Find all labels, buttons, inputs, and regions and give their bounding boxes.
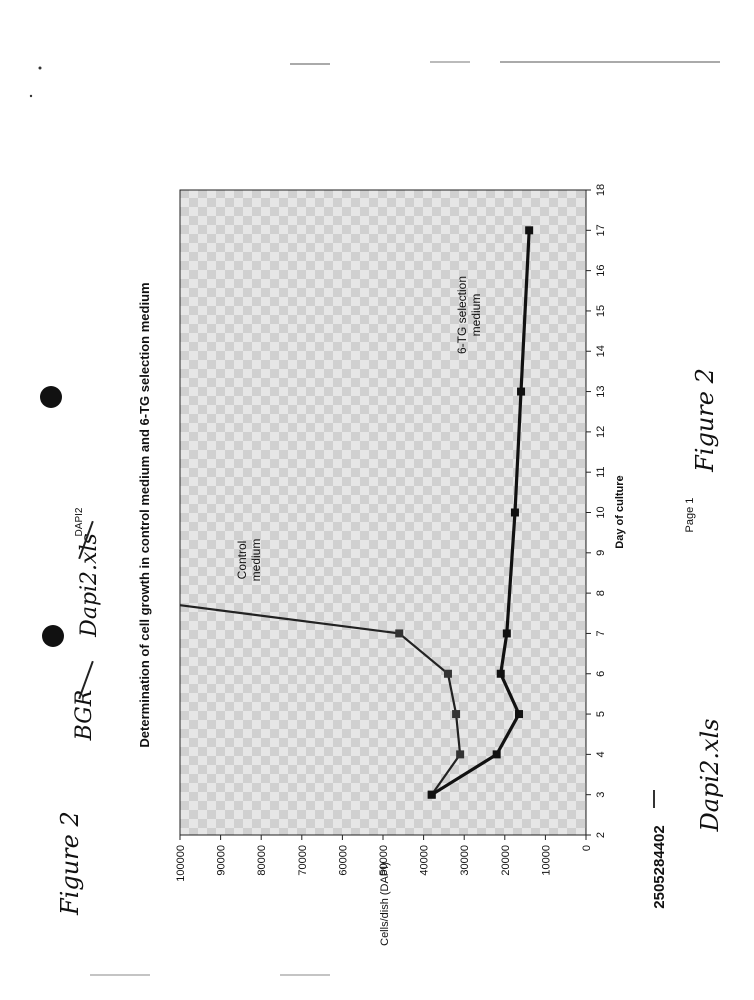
x-tick-label: 12 [595,426,607,438]
top-dot [40,386,62,408]
y-axis-label: Cells/dish (DAPI) [379,862,391,946]
data-point [427,790,436,799]
x-tick-label: 4 [595,751,607,757]
data-point [456,750,465,759]
data-point [502,629,511,638]
y-tick-label: 100000 [175,845,187,882]
data-point [492,750,501,759]
x-tick-label: 17 [595,224,607,236]
x-tick-label: 10 [595,506,607,518]
x-tick-label: 9 [595,550,607,556]
x-axis-label: Day of culture [614,475,626,549]
data-point [515,710,524,719]
x-tick-label: 13 [595,385,607,397]
x-tick-label: 8 [595,590,607,596]
x-tick-label: 14 [595,345,607,357]
data-point [452,710,461,719]
y-tick-label: 10000 [540,845,552,876]
x-tick-label: 2 [595,832,607,838]
data-point [517,387,526,396]
page-label: Page 1 [684,497,696,533]
y-tick-label: 30000 [459,845,471,876]
y-tick-label: 50000 [378,845,390,876]
x-tick-label: 5 [595,711,607,717]
document-number: 2505284402 [651,825,668,909]
data-point [443,669,452,678]
x-tick-label: 18 [595,184,607,196]
data-point [510,508,519,517]
filled-dot [42,625,64,647]
handwritten-figure-label-right: Figure 2 [691,368,719,472]
tick-mark-right [653,790,655,808]
series-line-1 [430,230,531,797]
handwritten-file-right: Dapi2.xls [696,718,724,832]
x-tick-label: 11 [595,466,607,477]
y-tick-label: 20000 [500,845,512,876]
annotation-control-medium: Control medium [235,538,263,582]
x-tick-label: 15 [595,305,607,317]
x-tick-label: 3 [595,792,607,798]
data-point [525,226,534,235]
y-tick-label: 0 [581,845,593,851]
y-tick-label: 70000 [297,845,309,876]
y-tick-label: 90000 [216,845,228,876]
x-tick-label: 7 [595,630,607,636]
series-line-0 [179,604,462,796]
y-tick-label: 80000 [256,845,268,876]
data-point [496,669,505,678]
x-tick-label: 6 [595,671,607,677]
annotation-6tg-medium: 6-TG selection medium [455,275,483,355]
x-tick-label: 16 [595,265,607,277]
y-tick-label: 60000 [337,845,349,876]
data-point [395,629,404,638]
y-tick-label: 40000 [419,845,431,876]
